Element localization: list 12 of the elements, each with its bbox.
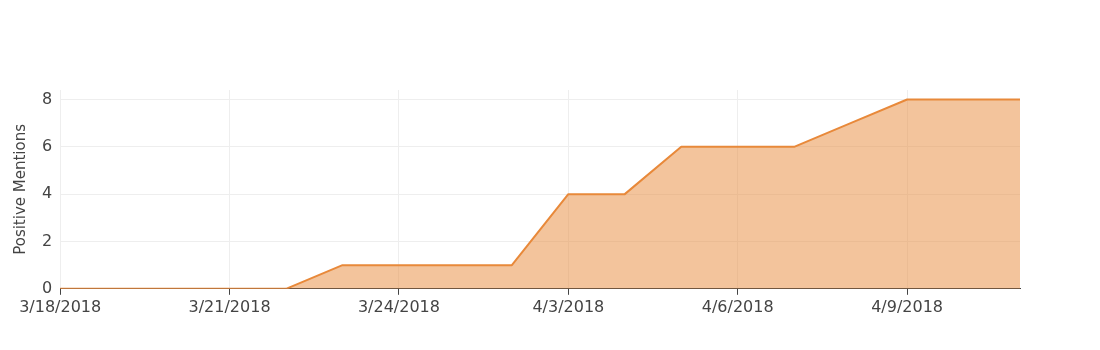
x-tick-label: 4/6/2018 bbox=[701, 296, 774, 316]
x-tick-label: 3/21/2018 bbox=[188, 296, 271, 316]
y-tick-label: 0 bbox=[41, 277, 53, 297]
y-axis-title: Positive Mentions bbox=[10, 123, 29, 255]
x-tick-label: 4/9/2018 bbox=[871, 296, 944, 316]
y-tick-label: 4 bbox=[41, 183, 53, 203]
x-tick-label: 3/24/2018 bbox=[357, 296, 440, 316]
y-tick-label: 8 bbox=[41, 88, 53, 108]
y-tick-label: 6 bbox=[41, 135, 53, 155]
x-tick-label: 4/3/2018 bbox=[532, 296, 605, 316]
y-tick-label: 2 bbox=[41, 230, 53, 250]
x-tick-label: 3/18/2018 bbox=[19, 296, 102, 316]
